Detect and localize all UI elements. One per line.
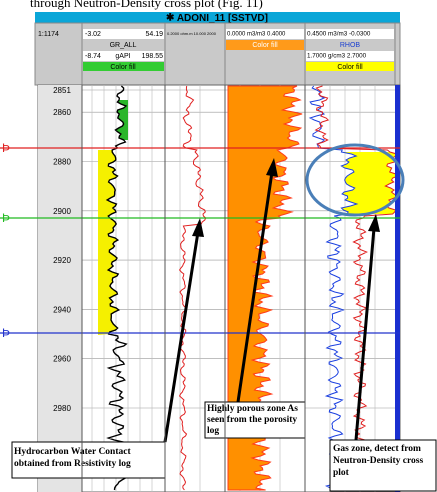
title-text: ADONI_11 [SSTVD]: [177, 13, 268, 24]
marker: Þ: [2, 326, 10, 340]
annotation: Gas zone, detect from Neutron-Density cr…: [333, 444, 424, 478]
blue-bar: [395, 85, 400, 492]
annotation: Hydrocarbon Water Contact obtained from …: [14, 447, 131, 469]
title: ✱ ADONI_11 [SSTVD]: [166, 13, 268, 24]
neutron-curve: [308, 85, 359, 491]
gr-fill: Color fill: [110, 64, 136, 71]
gr-box: [83, 29, 164, 39]
gr-top-min: -3.02: [85, 31, 101, 38]
depth-label: 2860: [53, 108, 71, 117]
marker: Þ: [2, 141, 10, 155]
den-box: [306, 29, 394, 39]
gas-fill: [341, 152, 399, 214]
title-bar: [35, 12, 400, 23]
por-fill-box: [226, 40, 304, 50]
depth-label: 2920: [53, 256, 71, 265]
den-box: [306, 51, 394, 61]
depth-label: 2980: [53, 404, 71, 413]
depth-label: 2900: [53, 207, 71, 216]
nphi-range: 0.4500 m3/m3 -0.0300: [307, 31, 371, 38]
arrows: [163, 171, 376, 443]
marker: Þ: [2, 211, 10, 225]
depth-label: 2851: [53, 86, 71, 95]
gr-max: 198.55: [142, 53, 164, 60]
den-fill-box: [306, 62, 394, 71]
annotation-box: [11, 441, 166, 479]
gr-box: [83, 51, 164, 61]
gr-curve: [105, 85, 128, 491]
caption-fragment: through Neutron-Density cross plot (Fig.…: [30, 0, 263, 10]
den-fill: Color fill: [337, 64, 363, 71]
density-curve: [314, 85, 400, 491]
depth-label: 2960: [53, 355, 71, 364]
res-range: 0.2000 ohm.m 10.000 2000: [167, 31, 217, 36]
depth-label: 2940: [53, 305, 71, 314]
scale: 1:1174: [38, 31, 59, 38]
arrow-heads: [192, 158, 380, 237]
annotation: Highly porous zone As seen from the poro…: [207, 404, 298, 436]
den-name: RHOB: [340, 42, 361, 49]
resistivity-curve: [178, 85, 207, 491]
por-range: 0.0000 m3/m3 0.4000: [227, 32, 286, 38]
annotation-box: [329, 439, 437, 492]
gr-unit: gAPI: [115, 53, 130, 60]
por-box: [226, 29, 304, 39]
por-fill: Color fill: [252, 42, 278, 49]
depth-label: 2880: [53, 157, 71, 166]
den-range: 1.7000 g/cm3 2.7000: [307, 53, 367, 60]
gr-top-max: 54.19: [145, 31, 163, 38]
gr-name: GR_ALL: [110, 42, 137, 49]
gas-ellipse: [305, 143, 405, 217]
gr-min: -8.74: [85, 53, 101, 60]
depth-column: [38, 85, 82, 492]
gr-fill-box: [83, 62, 164, 71]
